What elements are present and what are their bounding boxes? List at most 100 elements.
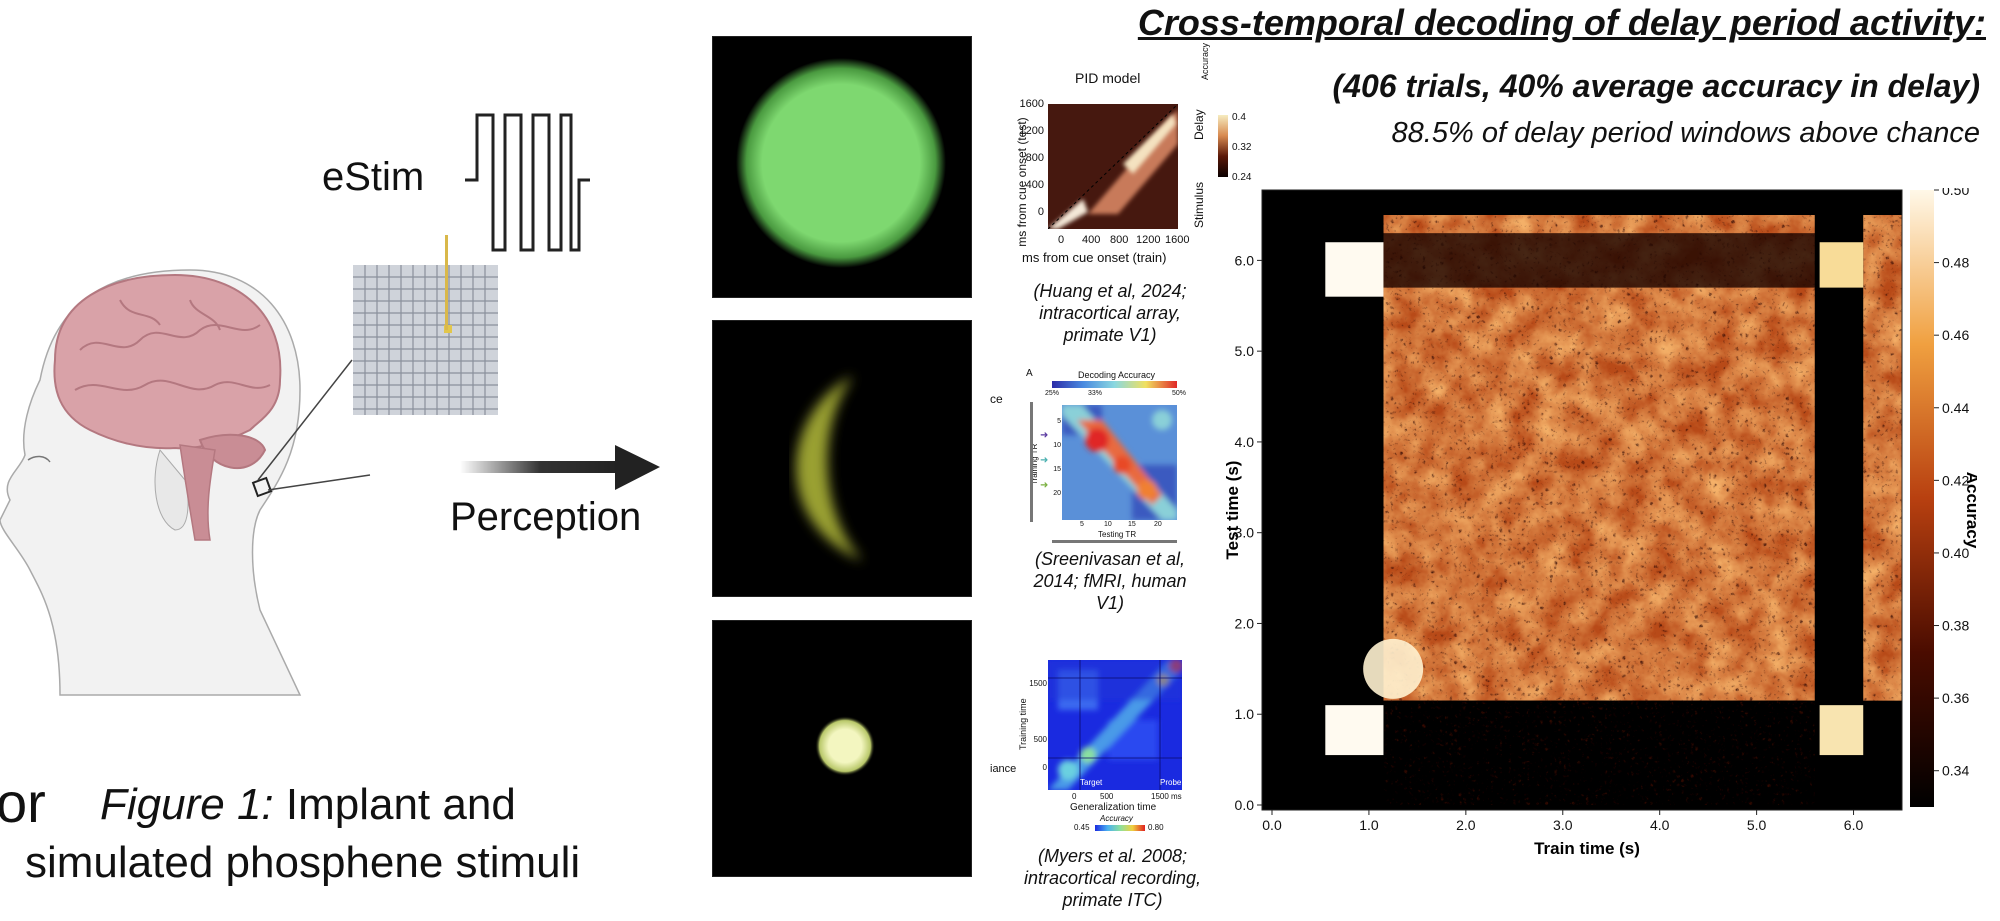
ref1-title: PID model (1075, 70, 1141, 86)
ref2-scale-bar (1052, 381, 1177, 388)
ref2-xtick: 15 (1128, 521, 1136, 528)
ref3-xtick: 0 (1072, 792, 1077, 801)
colorbar (1910, 190, 1934, 807)
ref3-ytick: 500 (1033, 735, 1047, 744)
ref2-scale-tick: 50% (1172, 390, 1187, 397)
y-tick-label: 0.0 (1235, 797, 1255, 813)
ref1-colorbar-tick: 0.4 (1232, 112, 1246, 123)
ref1-colorbar-tick: 0.32 (1232, 142, 1252, 153)
ref3-yticks: 1500 500 0 (1029, 675, 1048, 785)
ref2-ytick: 10 (1053, 442, 1061, 449)
heatmap-block (1819, 705, 1864, 756)
main-title: Cross-temporal decoding of delay period … (1137, 2, 1986, 43)
ref2-heatmap (1062, 405, 1177, 520)
main-subtitle: (406 trials, 40% average accuracy in del… (1332, 68, 1981, 104)
heatmap-dark-band (1383, 233, 1825, 288)
x-tick-label: 3.0 (1553, 817, 1573, 833)
ref2-scale-tick: 25% (1045, 390, 1060, 397)
ref1-ytick: 1600 (1019, 98, 1044, 110)
colorbar-tick-label: 0.50 (1942, 188, 1969, 198)
perception-label: Perception (450, 495, 642, 539)
colorbar-label: Accuracy (1963, 472, 1977, 549)
y-tick-label: 3.0 (1235, 525, 1255, 541)
y-tick-label: 5.0 (1235, 343, 1255, 359)
ref1-xticks: 0 400 800 1200 1600 (1048, 234, 1190, 248)
heatmap-plot-area (1262, 190, 1902, 810)
ref2-xtick: 5 (1080, 521, 1084, 528)
heatmap-bottom-speckle (1383, 700, 1815, 805)
x-tick-label: 1.0 (1359, 817, 1379, 833)
heatmap-hotspot (1363, 638, 1424, 699)
ref2-bottom-bar (1052, 540, 1177, 543)
figure-caption: Figure 1: Implant and (100, 780, 516, 830)
ref3-heatmap (1048, 659, 1183, 790)
ref1-xtick: 1600 (1165, 234, 1190, 246)
ref3-label-target: Target (1080, 778, 1103, 787)
partial-letters: or (0, 771, 46, 834)
figure-caption-line2: simulated phosphene stimuli (25, 838, 581, 887)
ref2-xticks: 5 10 15 20 (1062, 521, 1177, 531)
x-axis-label: Train time (s) (1534, 839, 1640, 858)
ref1-ytick: 400 (1025, 179, 1044, 191)
colorbar-tick-label: 0.42 (1942, 472, 1969, 488)
estim-label: eStim (322, 155, 425, 199)
stat-line: 88.5% of delay period windows above chan… (1391, 117, 1980, 149)
colorbar-tick-label: 0.44 (1942, 400, 1969, 416)
ref2-axis-bar (1030, 402, 1033, 522)
ref3-colorbar-tick: 0.45 (1074, 823, 1090, 832)
heatmap-left-strip (1272, 215, 1321, 805)
ref3-xticks: 0 500 1500 ms (1048, 792, 1188, 802)
ref2-xtick: 10 (1104, 521, 1112, 528)
ref1-xtick: 400 (1082, 234, 1101, 246)
ref1-yticks: 1600 1200 800 400 0 (1018, 98, 1046, 228)
y-tick-label: 2.0 (1235, 615, 1255, 631)
ref1-xlabel: ms from cue onset (train) (1022, 250, 1167, 265)
ref2-scale-tick: 33% (1088, 390, 1103, 397)
phosphene-panel-crescent (712, 320, 972, 597)
ref3-colorbar-tick: 0.80 (1148, 823, 1164, 832)
ref3-label-probe: Probe (1160, 778, 1182, 787)
ref2-ytick: 20 (1053, 490, 1061, 497)
heatmap-block (1819, 242, 1864, 288)
x-tick-label: 5.0 (1747, 817, 1767, 833)
x-tick-label: 6.0 (1844, 817, 1864, 833)
ref2-arrow-green-icon: ➜ (1040, 480, 1049, 491)
ref1-side-label-delay: Delay (1192, 109, 1206, 140)
ref3-xtick: 500 (1100, 792, 1114, 801)
phosphene-panel-dot (712, 620, 972, 877)
ref2-panel-letter: A (1026, 368, 1033, 379)
ref3-ylabel: Training time (1018, 698, 1028, 750)
ref1-side-label-stimulus: Stimulus (1192, 181, 1206, 228)
ref2-cut-text: ce (990, 392, 1003, 406)
ref2-arrow-purple-icon: ➜ (1040, 430, 1049, 441)
ref2-title: Decoding Accuracy (1078, 370, 1156, 380)
colorbar-tick-label: 0.40 (1942, 545, 1969, 561)
y-tick-label: 1.0 (1235, 706, 1255, 722)
y-axis-label: Test time (s) (1223, 461, 1242, 560)
electrode-array (353, 265, 498, 415)
colorbar-tick-label: 0.38 (1942, 618, 1969, 634)
x-tick-label: 4.0 (1650, 817, 1670, 833)
ref3-cut-text: iance (990, 763, 1017, 775)
ref1-caption: (Huang et al, 2024; intracortical array,… (1033, 281, 1187, 345)
phosphene-panel-circle (712, 36, 972, 298)
ref2-ytick: 15 (1053, 466, 1061, 473)
colorbar-tick-label: 0.36 (1942, 690, 1969, 706)
ref2-caption: (Sreenivasan et al, 2014; fMRI, human V1… (1033, 549, 1187, 613)
ref1-colorbar (1218, 115, 1228, 177)
ref1-heatmap (1047, 103, 1179, 230)
ref2-ytick: 5 (1057, 418, 1061, 425)
ref3-xtick: 1500 ms (1151, 792, 1182, 801)
pulse-train-icon (465, 110, 590, 255)
figure-caption-line1: Implant and (273, 780, 516, 829)
heatmap-body (1272, 215, 1902, 805)
ref1-xtick: 1200 (1136, 234, 1161, 246)
x-tick-label: 2.0 (1456, 817, 1476, 833)
heatmap-block (1325, 705, 1384, 756)
ref1-xtick: 0 (1058, 234, 1065, 246)
heatmap-frame (1261, 189, 1903, 811)
ref1-ytick: 800 (1025, 152, 1044, 164)
ref3-colorbar (1095, 825, 1145, 831)
decoding-chart-svg: 0.0 1.0 2.0 3.0 4.0 5.0 6.0 0.0 1.0 2.0 3.0 4.0 5.0 6… (1223, 182, 1982, 858)
implant-illustration (0, 150, 380, 710)
